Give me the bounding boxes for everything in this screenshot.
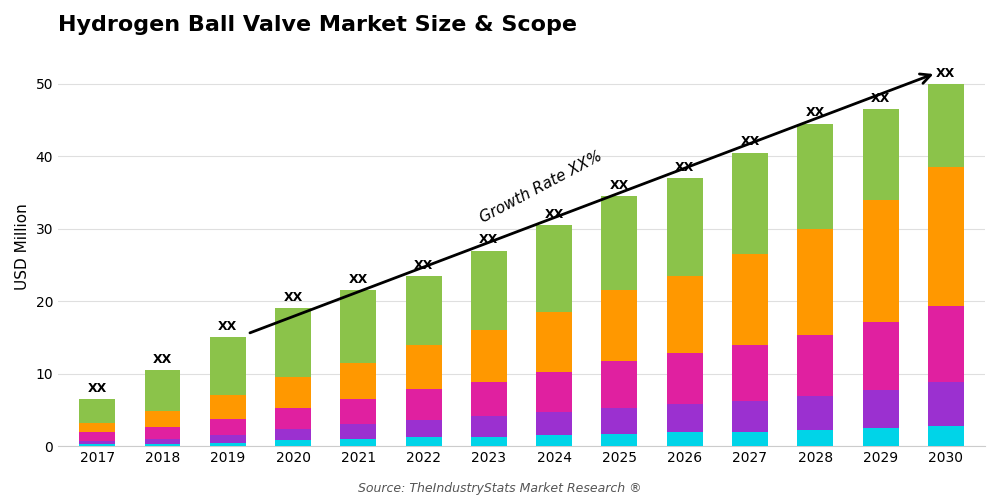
Bar xyxy=(797,334,833,396)
Text: XX: XX xyxy=(806,106,825,120)
Bar xyxy=(667,354,703,404)
Bar xyxy=(536,372,572,412)
Bar xyxy=(863,109,899,200)
Bar xyxy=(667,432,703,446)
Bar xyxy=(667,178,703,276)
Bar xyxy=(79,432,115,440)
Bar xyxy=(275,408,311,429)
Bar xyxy=(928,84,964,167)
Bar xyxy=(732,432,768,446)
Bar xyxy=(797,229,833,334)
Text: XX: XX xyxy=(414,258,433,272)
Bar xyxy=(210,338,246,396)
Bar xyxy=(340,424,376,439)
Bar xyxy=(471,382,507,416)
Y-axis label: USD Million: USD Million xyxy=(15,204,30,290)
Bar xyxy=(275,429,311,440)
Bar xyxy=(210,396,246,418)
Text: Hydrogen Ball Valve Market Size & Scope: Hydrogen Ball Valve Market Size & Scope xyxy=(58,15,577,35)
Text: XX: XX xyxy=(218,320,237,333)
Text: XX: XX xyxy=(936,66,955,80)
Bar xyxy=(406,420,442,438)
Bar xyxy=(340,363,376,399)
Bar xyxy=(928,382,964,426)
Bar xyxy=(536,412,572,436)
Bar xyxy=(667,276,703,353)
Bar xyxy=(928,306,964,382)
Bar xyxy=(145,439,180,444)
Bar xyxy=(732,401,768,432)
Bar xyxy=(471,436,507,446)
Bar xyxy=(601,360,637,408)
Bar xyxy=(471,416,507,436)
Bar xyxy=(732,152,768,254)
Bar xyxy=(471,330,507,382)
Bar xyxy=(601,196,637,290)
Text: XX: XX xyxy=(479,233,499,246)
Bar xyxy=(210,442,246,446)
Bar xyxy=(536,225,572,312)
Bar xyxy=(406,344,442,389)
Bar xyxy=(340,399,376,424)
Bar xyxy=(79,422,115,432)
Text: XX: XX xyxy=(545,208,564,221)
Text: XX: XX xyxy=(610,179,629,192)
Bar xyxy=(340,439,376,446)
Text: Growth Rate XX%: Growth Rate XX% xyxy=(477,148,605,225)
Text: XX: XX xyxy=(283,291,303,304)
Bar xyxy=(536,436,572,446)
Bar xyxy=(732,254,768,344)
Bar xyxy=(406,276,442,344)
Bar xyxy=(79,444,115,446)
Bar xyxy=(863,428,899,446)
Bar xyxy=(145,370,180,412)
Bar xyxy=(536,312,572,372)
Bar xyxy=(471,250,507,330)
Bar xyxy=(928,167,964,306)
Bar xyxy=(406,438,442,446)
Bar xyxy=(210,418,246,434)
Text: XX: XX xyxy=(675,160,694,173)
Text: XX: XX xyxy=(740,136,760,148)
Bar xyxy=(145,412,180,428)
Bar xyxy=(79,399,115,422)
Bar xyxy=(275,308,311,378)
Bar xyxy=(863,200,899,322)
Text: XX: XX xyxy=(153,352,172,366)
Text: XX: XX xyxy=(871,92,890,105)
Bar xyxy=(275,440,311,446)
Text: XX: XX xyxy=(349,273,368,286)
Bar xyxy=(145,428,180,439)
Bar xyxy=(797,124,833,229)
Bar xyxy=(145,444,180,446)
Bar xyxy=(797,396,833,430)
Text: XX: XX xyxy=(88,382,107,394)
Bar xyxy=(601,290,637,360)
Bar xyxy=(928,426,964,446)
Bar xyxy=(340,290,376,363)
Bar xyxy=(667,404,703,432)
Bar xyxy=(210,434,246,442)
Bar xyxy=(79,440,115,444)
Bar xyxy=(601,408,637,434)
Bar xyxy=(797,430,833,446)
Bar xyxy=(863,390,899,428)
Bar xyxy=(601,434,637,446)
Bar xyxy=(406,389,442,420)
Bar xyxy=(732,344,768,401)
Bar xyxy=(863,322,899,390)
Text: Source: TheIndustryStats Market Research ®: Source: TheIndustryStats Market Research… xyxy=(358,482,642,495)
Bar xyxy=(275,378,311,408)
